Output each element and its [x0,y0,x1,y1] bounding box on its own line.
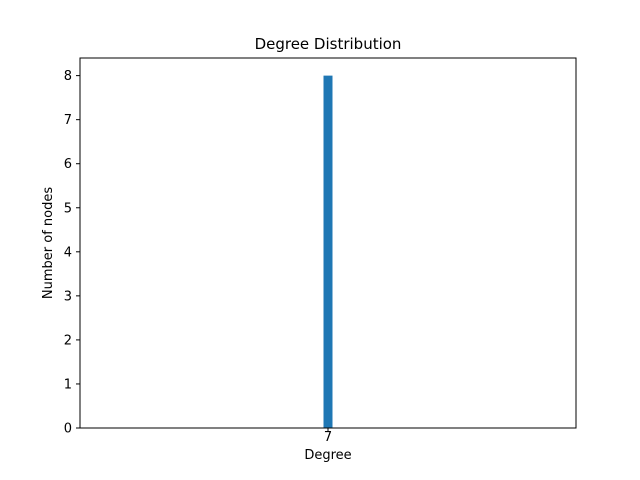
y-tick-label: 8 [64,69,72,84]
x-tick-label: 7 [324,430,332,445]
x-axis: 7 [324,428,332,445]
bar [323,75,333,428]
y-axis-label: Number of nodes [41,187,56,299]
y-tick-label: 0 [64,422,72,437]
y-axis: 0 1 2 3 4 5 6 7 8 [64,69,80,437]
y-tick-label: 3 [64,289,72,304]
y-tick-label: 1 [64,377,72,392]
y-tick-label: 5 [64,201,72,216]
bars [323,75,333,428]
chart-title: Degree Distribution [255,35,402,53]
y-tick-label: 4 [64,245,72,260]
y-tick-label: 2 [64,333,72,348]
x-axis-label: Degree [304,448,351,463]
y-tick-label: 7 [64,113,72,128]
y-tick-label: 6 [64,157,72,172]
plot-frame [79,57,577,429]
